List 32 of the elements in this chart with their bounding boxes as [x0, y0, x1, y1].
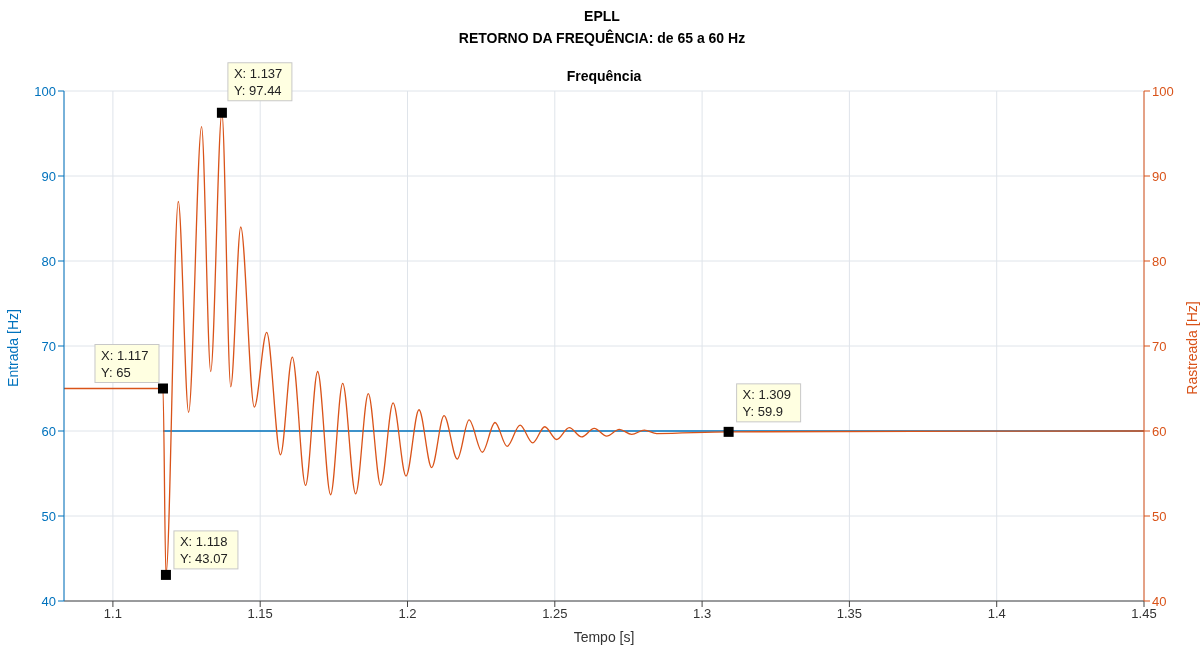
y-axis-title: Entrada [Hz] [5, 309, 21, 387]
x-tick-label: 1.15 [247, 606, 273, 622]
y-tick-label: 70 [41, 338, 56, 354]
y2-tick-label: 80 [1152, 253, 1167, 269]
annotation: X: 1.137 Y: 97.44 [233, 65, 283, 98]
y-tick-label: 80 [41, 253, 56, 269]
y2-tick-label: 70 [1152, 338, 1167, 354]
y-tick-label: 90 [41, 168, 56, 184]
x-tick-label: 1.25 [542, 606, 568, 622]
x-tick-label: 1.2 [398, 606, 417, 622]
y2-tick-label: 90 [1152, 168, 1167, 184]
annotation: X: 1.117 Y: 65 [100, 347, 149, 380]
annotation: X: 1.309 Y: 59.9 [742, 386, 792, 419]
y-tick-label: 60 [41, 423, 56, 439]
x-tick-label: 1.35 [836, 606, 863, 622]
x-tick-label: 1.3 [693, 606, 712, 622]
y2-tick-label: 50 [1152, 508, 1167, 524]
y2-tick-label: 60 [1152, 423, 1167, 439]
x-tick-label: 1.1 [103, 606, 122, 622]
y2-axis-title: Rastreada [Hz] [1184, 301, 1200, 395]
text: Frequência [566, 68, 642, 84]
x-axis-title: Tempo [s] [573, 629, 635, 645]
chart-title: EPLL [583, 8, 621, 24]
y-tick-label: 100 [34, 83, 56, 99]
x-tick-label: 1.4 [987, 606, 1006, 622]
y2-tick-label: 100 [1152, 83, 1174, 99]
y2-tick-label: 40 [1152, 593, 1167, 609]
annotation: X: 1.118 Y: 43.07 [179, 533, 228, 566]
chart-subtitle: RETORNO DA FREQUÊNCIA: de 65 a 60 Hz [457, 30, 747, 46]
y-tick-label: 40 [41, 593, 56, 609]
y-tick-label: 50 [41, 508, 56, 524]
x-tick-label: 1.45 [1131, 606, 1157, 622]
